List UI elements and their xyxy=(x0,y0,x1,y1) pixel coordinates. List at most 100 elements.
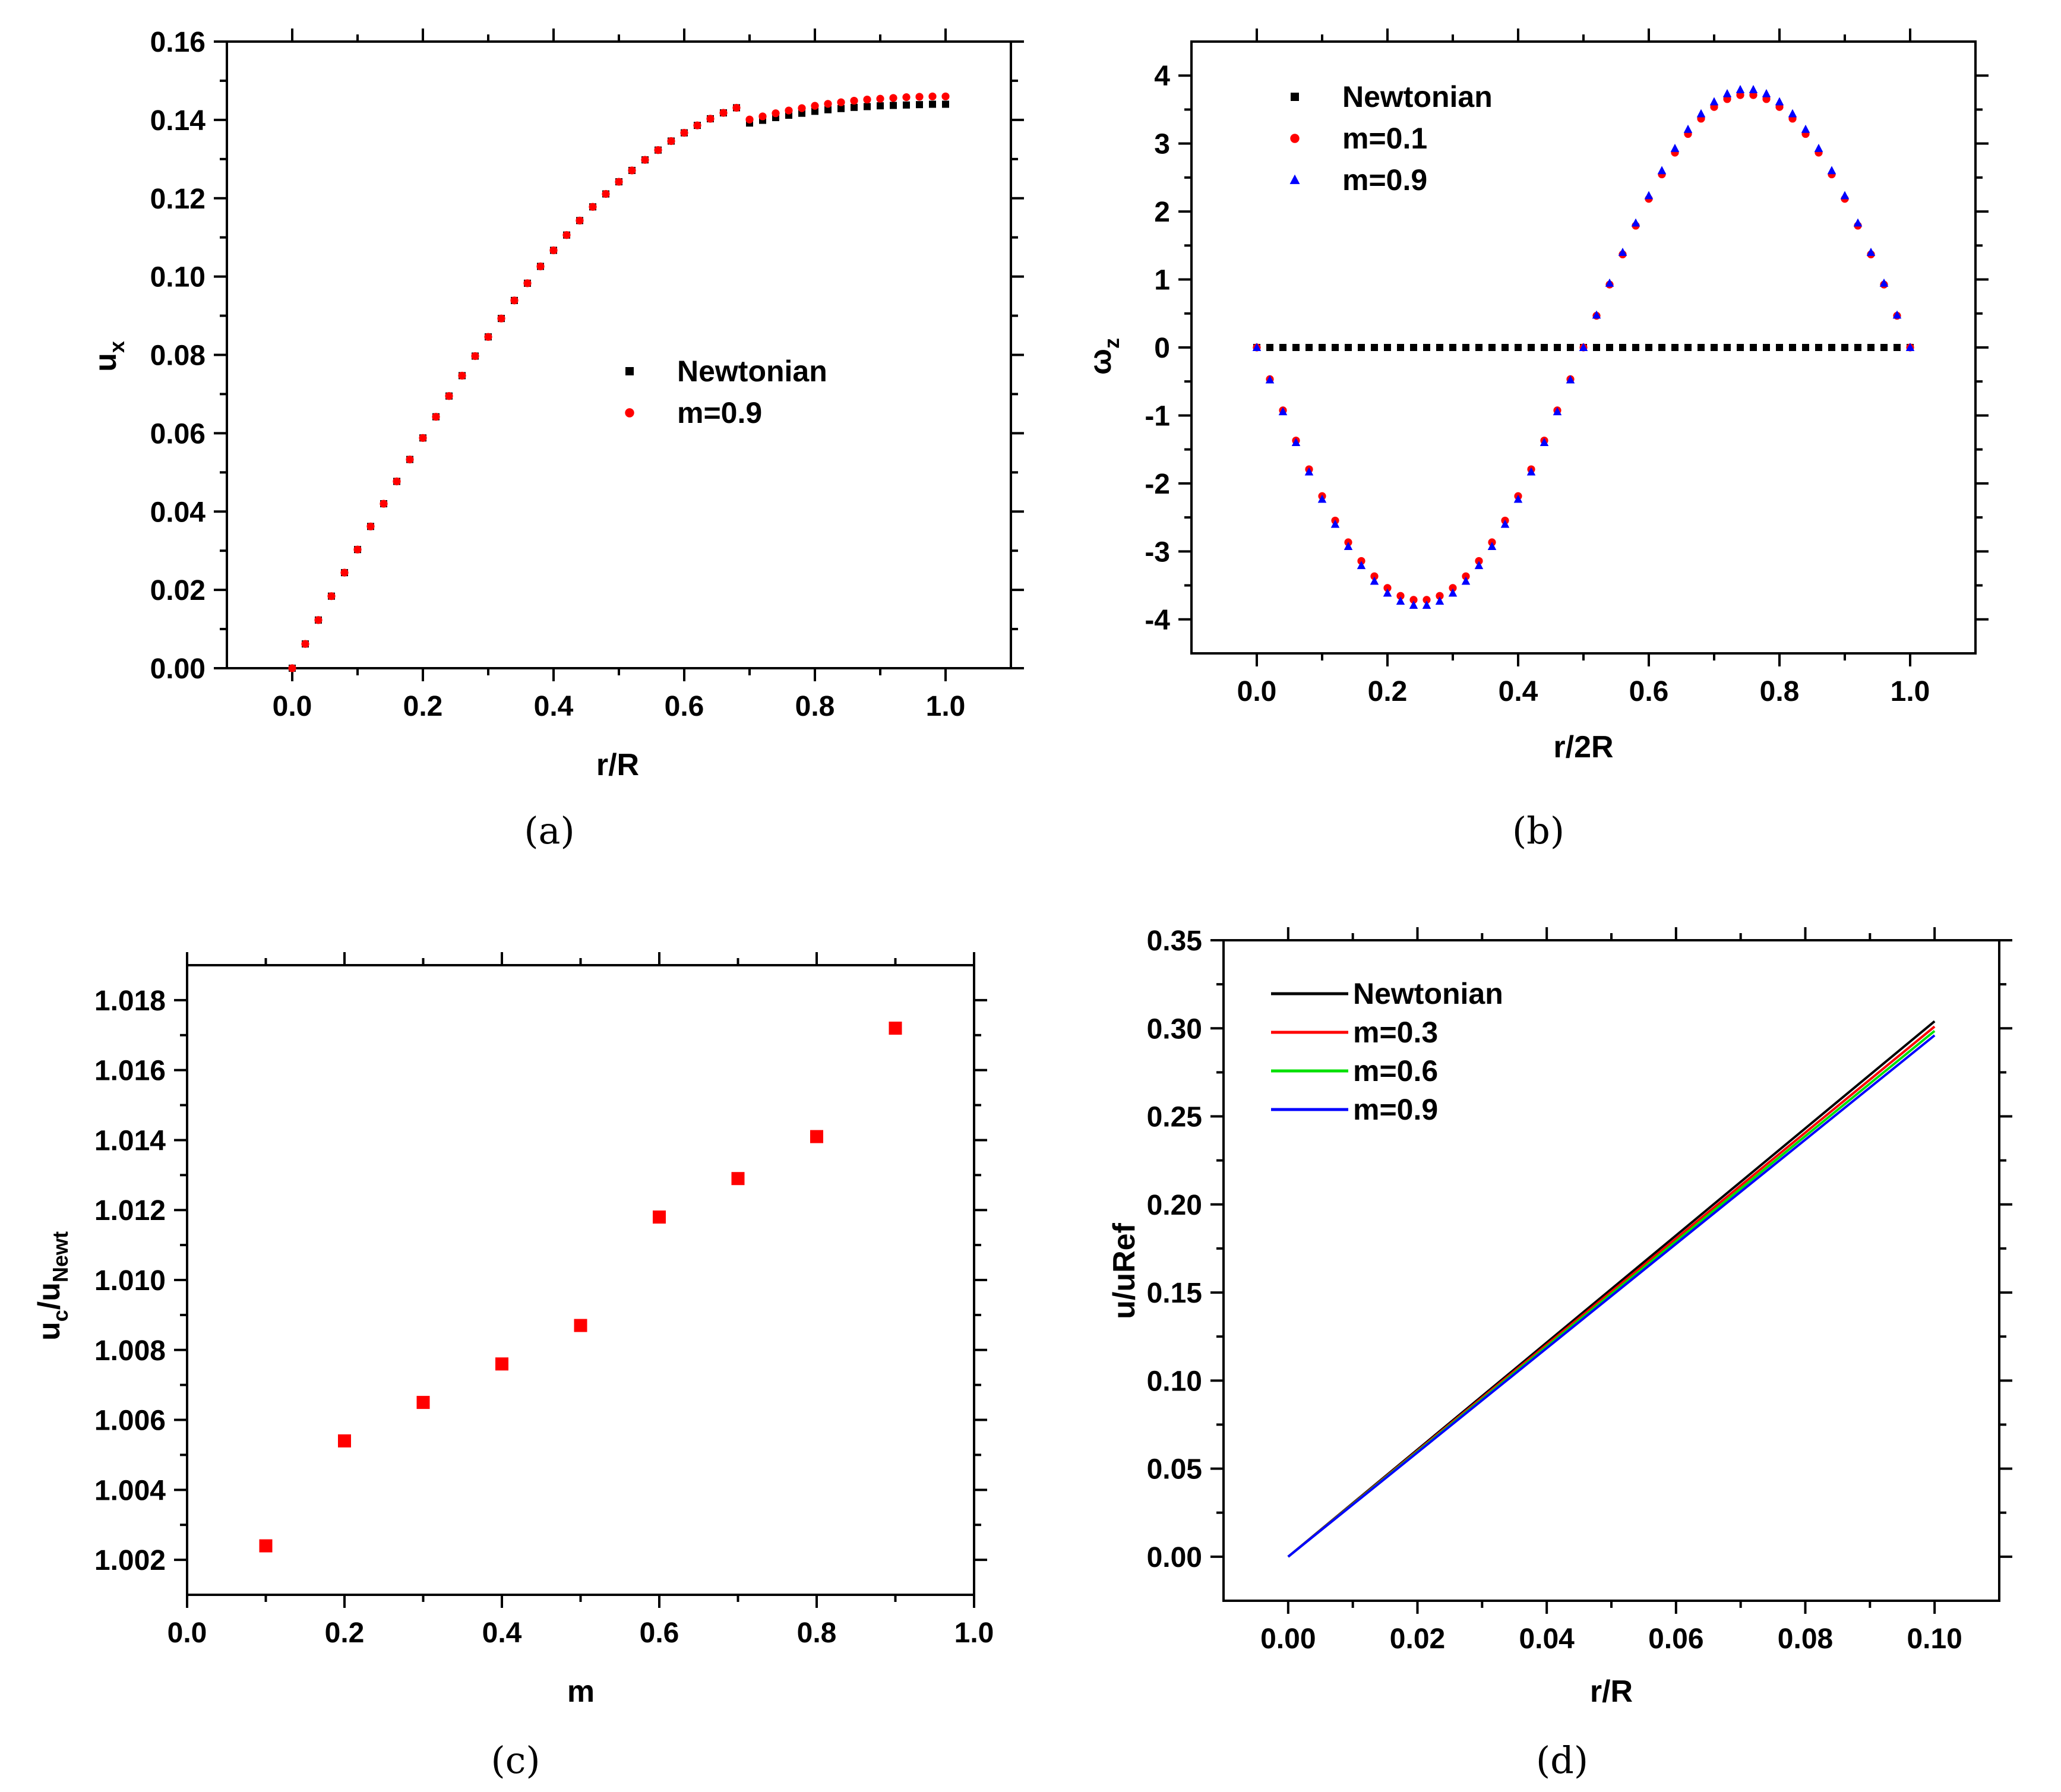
panel-b-point-m=0.1 xyxy=(1396,592,1405,600)
panel-a-point-m=0.9 xyxy=(667,137,675,146)
panel-a-point-m=0.9 xyxy=(353,545,362,554)
panel-b-point-m=0.9 xyxy=(1827,166,1836,175)
panel-d-caption: (d) xyxy=(1536,1739,1588,1782)
panel-b-legend-swatch xyxy=(1291,93,1299,101)
panel-c-x-tick-label: 0.4 xyxy=(482,1617,522,1649)
panel-a-ticks: 0.0 0.2 0.4 0.6 0.8 1.0 0.00 0.02 0.04 0.06 0.08 0.… xyxy=(150,27,1024,722)
panel-a-x-axis-label: r/R xyxy=(596,748,639,782)
panel-a-y-tick-label: 0.14 xyxy=(150,105,206,137)
panel-b-point-m=0.1 xyxy=(1449,584,1457,592)
panel-a-point-m=0.9 xyxy=(941,92,950,100)
panel-a-point-m=0.9 xyxy=(576,216,584,225)
panel-b-y-tick-label: -1 xyxy=(1145,400,1170,432)
panel-b-point-m=0.9 xyxy=(1474,561,1484,570)
panel-c-y-tick-label: 1.018 xyxy=(94,985,166,1017)
panel-b-point-Newtonian xyxy=(1750,344,1757,351)
panel-b-point-m=0.9 xyxy=(1435,596,1444,605)
panel-b-point-m=0.9 xyxy=(1853,218,1863,227)
panel-a-point-m=0.9 xyxy=(628,166,636,175)
panel-a-x-tick-label: 1.0 xyxy=(926,691,966,722)
panel-b-point-Newtonian xyxy=(1279,344,1286,351)
panel-a-y-tick-label: 0.06 xyxy=(150,418,206,450)
panel-b-point-m=0.9 xyxy=(1500,519,1510,528)
panel-d-marks xyxy=(1287,1020,1936,1558)
panel-b-y-tick-label: 4 xyxy=(1154,61,1170,92)
panel-a-y-axis-label-main: u xyxy=(88,353,123,372)
panel-b-point-m=0.9 xyxy=(1579,343,1588,351)
panel-a-point-m=0.9 xyxy=(602,189,610,198)
panel-a-x-tick-label: 0.6 xyxy=(665,691,704,722)
panel-b-y-tick-label: -4 xyxy=(1145,605,1170,636)
panel-d-plot-frame xyxy=(1222,939,2000,1602)
panel-b-point-m=0.9 xyxy=(1618,247,1627,256)
panel-b-point-Newtonian xyxy=(1410,344,1417,351)
panel-a-point-m=0.9 xyxy=(758,112,767,121)
panel-c-point-u_c/u_Newt xyxy=(731,1172,745,1186)
panel-a-point-Newtonian xyxy=(811,108,818,115)
panel-b-point-m=0.9 xyxy=(1487,542,1497,551)
panel-b-point-m=0.9 xyxy=(1814,143,1823,152)
panel-a-point-Newtonian xyxy=(916,101,923,109)
panel-a: 0.0 0.2 0.4 0.6 0.8 1.0 0.00 0.02 0.04 0.06 0.08 0.… xyxy=(88,27,1024,852)
panel-b-y-tick-label: 3 xyxy=(1154,129,1170,160)
panel-c-y-tick-label: 1.008 xyxy=(94,1335,166,1367)
panel-d-y-tick-label: 0.10 xyxy=(1147,1366,1202,1397)
panel-b-point-Newtonian xyxy=(1475,344,1482,351)
panel-c-y-tick-label: 1.016 xyxy=(94,1055,166,1087)
panel-d-line-m=0.9 xyxy=(1287,1034,1936,1558)
panel-b-legend: Newtonian m=0.1 m=0.9 xyxy=(1289,80,1493,197)
panel-b-point-Newtonian xyxy=(1423,344,1430,351)
panel-a-y-tick-label: 0.08 xyxy=(150,340,206,372)
panel-b-point-m=0.9 xyxy=(1722,89,1732,97)
panel-b-point-m=0.9 xyxy=(1631,218,1640,227)
panel-b-point-m=0.9 xyxy=(1801,124,1810,133)
panel-a-point-m=0.9 xyxy=(484,333,492,341)
panel-b-point-Newtonian xyxy=(1488,344,1496,351)
panel-c-y-tick-label: 1.012 xyxy=(94,1195,166,1227)
panel-a-y-tick-label: 0.02 xyxy=(150,575,206,606)
panel-b-point-m=0.9 xyxy=(1513,494,1523,503)
panel-d-x-tick-label: 0.06 xyxy=(1648,1623,1703,1655)
panel-b-marks xyxy=(1252,85,1915,609)
panel-c-point-u_c/u_Newt xyxy=(889,1022,902,1035)
panel-b-point-Newtonian xyxy=(1358,344,1365,351)
panel-b-point-Newtonian xyxy=(1671,344,1678,351)
panel-a-point-m=0.9 xyxy=(471,352,479,361)
panel-a-point-m=0.9 xyxy=(432,413,440,421)
panel-a-point-m=0.9 xyxy=(314,616,323,624)
panel-b-point-m=0.9 xyxy=(1265,375,1275,384)
panel-b-point-Newtonian xyxy=(1684,344,1692,351)
panel-c-y-tick-label: 1.004 xyxy=(94,1475,166,1506)
panel-a-point-m=0.9 xyxy=(732,103,741,112)
panel-d-y-tick-label: 0.20 xyxy=(1147,1190,1202,1221)
panel-a-point-m=0.9 xyxy=(876,94,884,103)
panel-b-point-Newtonian xyxy=(1319,344,1326,351)
panel-b-point-Newtonian xyxy=(1737,344,1744,351)
panel-b-point-m=0.9 xyxy=(1383,588,1392,597)
panel-b-y-axis-label-sub: z xyxy=(1099,338,1124,349)
panel-a-legend: Newtonian m=0.9 xyxy=(625,355,827,429)
panel-b-point-m=0.9 xyxy=(1788,109,1797,118)
panel-b-point-m=0.9 xyxy=(1409,601,1418,609)
panel-c-point-u_c/u_Newt xyxy=(495,1357,508,1371)
panel-b-point-m=0.9 xyxy=(1304,467,1314,476)
panel-b-point-m=0.9 xyxy=(1905,343,1915,351)
panel-a-point-m=0.9 xyxy=(393,477,401,486)
panel-b-point-m=0.9 xyxy=(1879,278,1889,287)
panel-b-point-Newtonian xyxy=(1841,344,1848,351)
panel-c-point-u_c/u_Newt xyxy=(653,1211,666,1224)
panel-d-x-tick-label: 0.02 xyxy=(1390,1623,1445,1655)
panel-c-plot-frame xyxy=(186,964,975,1596)
panel-c-point-u_c/u_Newt xyxy=(416,1396,430,1409)
panel-b-point-m=0.9 xyxy=(1357,561,1366,570)
panel-b-point-Newtonian xyxy=(1894,344,1901,351)
panel-a-point-m=0.9 xyxy=(380,500,388,508)
panel-a-point-m=0.9 xyxy=(589,203,597,211)
panel-b-point-Newtonian xyxy=(1502,344,1509,351)
panel-b-point-Newtonian xyxy=(1828,344,1835,351)
panel-a-point-m=0.9 xyxy=(824,100,832,108)
panel-b-legend-swatch xyxy=(1290,134,1300,143)
panel-b-point-Newtonian xyxy=(1658,344,1665,351)
panel-a-point-m=0.9 xyxy=(902,93,911,102)
